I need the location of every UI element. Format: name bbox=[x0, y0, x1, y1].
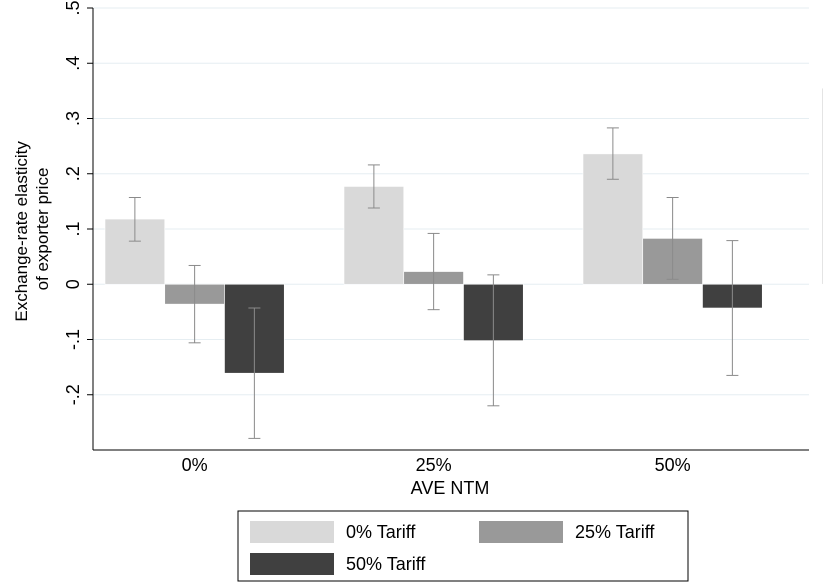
y-axis-label-line-1: Exchange-rate elasticity bbox=[12, 141, 31, 322]
legend-label: 50% Tariff bbox=[346, 554, 426, 574]
x-tick-label: 25% bbox=[416, 455, 452, 475]
y-tick-label: .5 bbox=[63, 0, 83, 15]
y-tick-label: .2 bbox=[63, 166, 83, 181]
x-axis-label: AVE NTM bbox=[411, 478, 490, 498]
y-tick-label: .3 bbox=[63, 111, 83, 126]
y-tick-label: .1 bbox=[63, 221, 83, 236]
legend-label: 0% Tariff bbox=[346, 522, 416, 542]
y-axis-ticks: -.2 -.1 0 .1 .2 .3 .4 .5 bbox=[63, 0, 93, 405]
x-tick-label: 50% bbox=[655, 455, 691, 475]
legend-swatch bbox=[479, 521, 563, 543]
y-tick-label: 0 bbox=[63, 279, 83, 289]
legend-swatch bbox=[250, 553, 334, 575]
legend: 0% Tariff 25% Tariff 50% Tariff bbox=[237, 510, 689, 582]
y-axis-label-line-2: of exporter price bbox=[33, 168, 52, 291]
x-axis-ticks: 0%25%50%100% bbox=[182, 455, 691, 475]
bars bbox=[104, 87, 823, 374]
x-tick-label: 0% bbox=[182, 455, 208, 475]
y-tick-label: -.1 bbox=[63, 329, 83, 350]
error-bars bbox=[128, 127, 739, 439]
y-tick-label: -.2 bbox=[63, 384, 83, 405]
legend-label: 25% Tariff bbox=[575, 522, 655, 542]
legend-swatch bbox=[250, 521, 334, 543]
gridlines bbox=[93, 7, 809, 396]
y-tick-label: .4 bbox=[63, 56, 83, 71]
y-axis-label: Exchange-rate elasticity of exporter pri… bbox=[12, 136, 52, 321]
